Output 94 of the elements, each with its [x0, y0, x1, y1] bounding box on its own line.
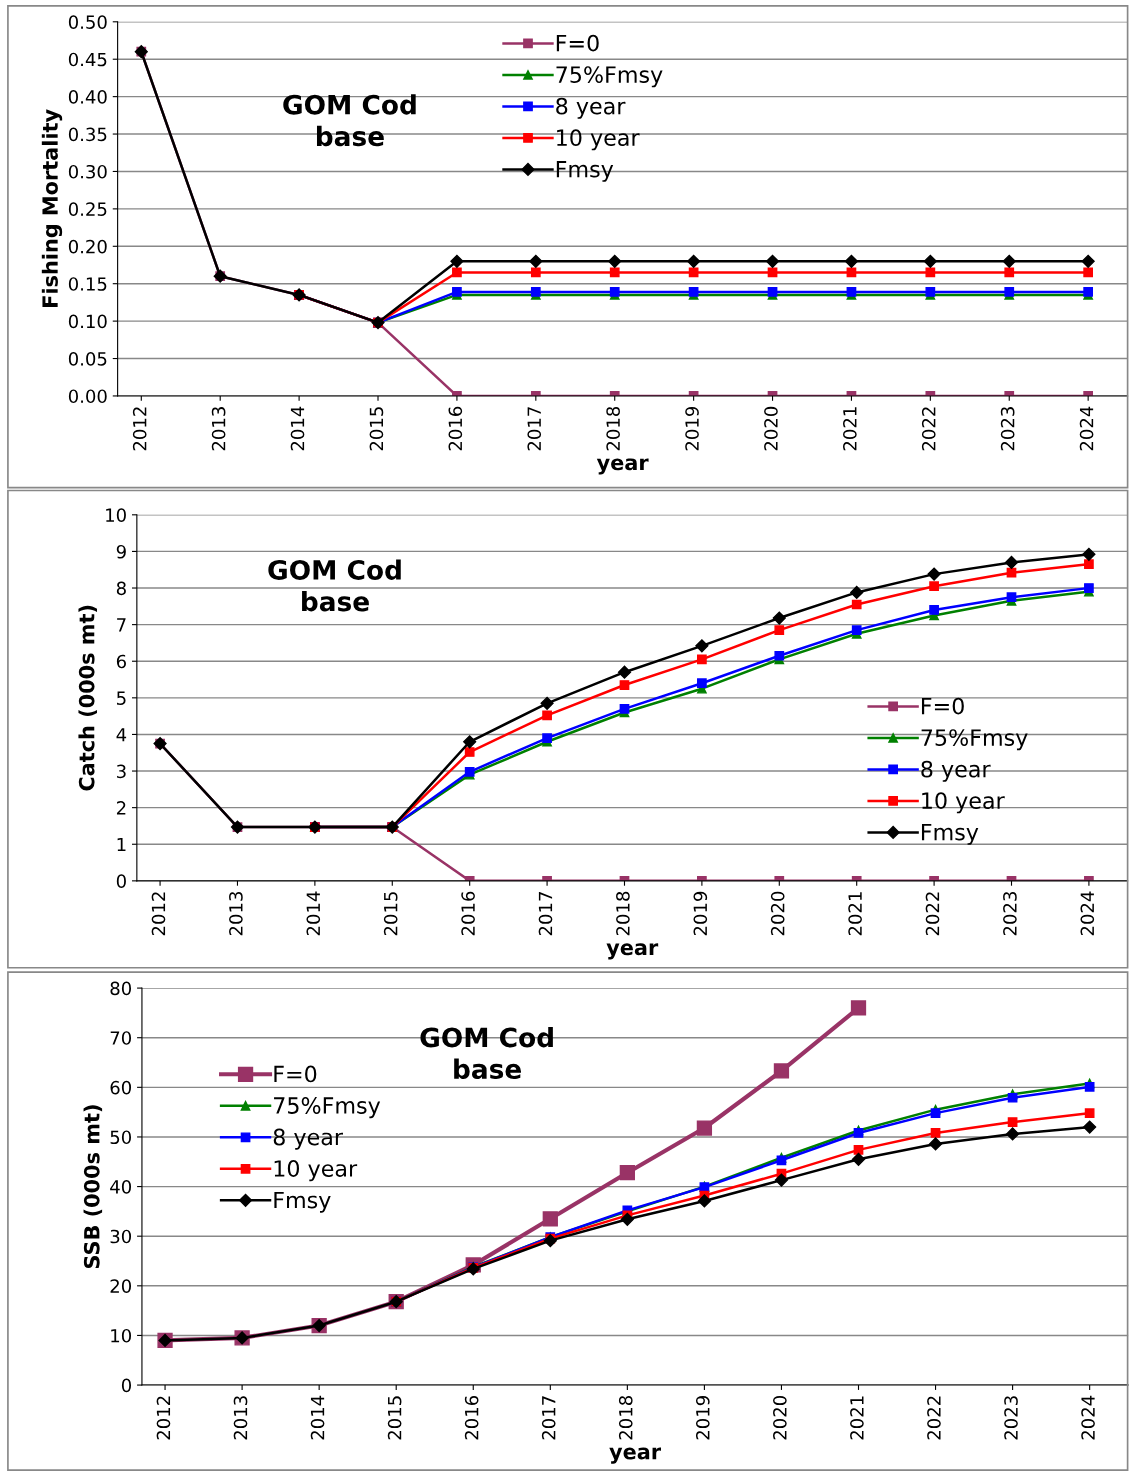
y-tick-label: 0.25 [68, 202, 107, 216]
x-tick-label: 2024 [1081, 1395, 1095, 1440]
x-tick-label: 2016 [448, 406, 463, 451]
x-tick-label: 2014 [310, 1395, 325, 1440]
y-axis-title: SSB (000s mt) [83, 1105, 103, 1269]
y-tick-label: 1 [117, 837, 126, 852]
y-tick-label: 10 [111, 1328, 132, 1343]
y-tick-label: 0.40 [68, 90, 107, 104]
y-tick-label: 0.00 [68, 389, 107, 404]
x-tick-label: 2024 [1080, 891, 1095, 936]
y-tick-label: 0.35 [68, 127, 107, 142]
x-tick-label: 2020 [770, 891, 785, 936]
legend-label: F=0 [921, 697, 964, 715]
annotation: GOM Cod base [268, 559, 401, 612]
y-tick-label: 0.30 [68, 164, 107, 179]
x-tick-label: 2014 [290, 406, 305, 451]
x-tick-label: 2018 [618, 1396, 633, 1440]
legend-label: Fmsy [921, 823, 979, 845]
y-tick-label: 3 [117, 764, 126, 779]
legend-label: 8 year [556, 97, 626, 119]
y-tick-label: 20 [110, 1279, 132, 1293]
legend-label: Fmsy [556, 161, 614, 182]
annotation: GOM Cod base [420, 1027, 553, 1080]
y-tick-label: 8 [116, 581, 126, 596]
legend-label: 75%Fmsy [556, 66, 663, 88]
x-tick-label: 2024 [1079, 406, 1094, 451]
legend-label: 75%Fmsy [921, 729, 1028, 751]
y-tick-label: 5 [117, 691, 126, 705]
x-tick-label: 2023 [1000, 407, 1015, 451]
x-tick-label: 2021 [848, 892, 862, 936]
y-tick-label: 2 [116, 801, 126, 815]
legend-label: 10 year [274, 1160, 358, 1182]
x-tick-label: 2019 [693, 891, 708, 936]
x-tick-label: 2020 [764, 406, 778, 451]
y-tick-label: 80 [110, 981, 132, 996]
x-tick-label: 2021 [843, 407, 857, 451]
y-tick-label: 10 [106, 508, 126, 522]
y-tick-label: 9 [116, 544, 126, 559]
legend-label: 10 year [922, 792, 1005, 814]
y-tick-label: 0 [121, 1378, 132, 1393]
x-tick-label: 2013 [211, 407, 226, 451]
legend-label: 8 year [921, 760, 991, 782]
y-tick-label: 50 [110, 1130, 132, 1145]
y-tick-label: 70 [110, 1031, 132, 1045]
x-tick-label: 2023 [1003, 892, 1017, 936]
x-tick-label: 2013 [233, 1396, 248, 1440]
legend-label: F=0 [556, 34, 599, 52]
legend-label: 10 year [557, 129, 640, 151]
x-tick-label: 2017 [538, 892, 553, 936]
x-tick-label: 2019 [685, 406, 699, 451]
x-tick-label: 2017 [541, 1396, 556, 1440]
x-tick-label: 2012 [156, 1396, 171, 1440]
x-axis-title: year [606, 943, 659, 960]
y-tick-label: 60 [110, 1080, 132, 1095]
x-tick-label: 2023 [1004, 1396, 1018, 1440]
y-axis-title: Catch (000s mt) [78, 605, 98, 791]
x-tick-label: 2015 [383, 892, 398, 936]
y-tick-label: 0.20 [68, 239, 107, 254]
y-tick-label: 0.15 [68, 277, 107, 291]
x-tick-label: 2014 [306, 891, 321, 936]
y-tick-label: 0.45 [68, 52, 107, 67]
y-tick-label: 0 [116, 874, 126, 888]
x-tick-label: 2015 [369, 407, 384, 451]
x-axis-title: year [609, 1447, 662, 1464]
x-tick-label: 2022 [921, 407, 936, 451]
x-tick-label: 2020 [773, 1395, 787, 1440]
x-tick-label: 2012 [132, 407, 147, 451]
y-tick-label: 40 [110, 1180, 132, 1194]
x-tick-label: 2019 [695, 1396, 710, 1440]
x-tick-label: 2016 [464, 1395, 479, 1440]
x-tick-label: 2021 [850, 1396, 864, 1440]
x-tick-label: 2018 [606, 406, 620, 451]
x-tick-label: 2017 [527, 407, 542, 451]
x-tick-label: 2015 [387, 1396, 402, 1440]
x-tick-label: 2018 [616, 891, 630, 936]
legend-label: Fmsy [274, 1191, 331, 1213]
y-tick-label: 0.10 [68, 314, 107, 329]
x-axis-title: year [596, 458, 649, 475]
y-tick-label: 30 [110, 1229, 132, 1244]
x-tick-label: 2013 [229, 892, 243, 936]
x-tick-label: 2022 [925, 892, 940, 936]
y-tick-label: 0.50 [68, 15, 107, 29]
annotation: GOM Cod base [283, 94, 416, 147]
y-tick-label: 0.05 [68, 351, 107, 366]
x-tick-label: 2012 [151, 892, 166, 936]
legend-label: F=0 [274, 1065, 317, 1083]
legend-label: 75%Fmsy [274, 1097, 381, 1119]
y-tick-label: 4 [116, 728, 127, 742]
x-tick-label: 2016 [461, 891, 475, 936]
x-tick-label: 2022 [927, 1396, 941, 1440]
y-axis-title: Fishing Mortality [41, 109, 63, 307]
y-tick-label: 6 [116, 654, 126, 669]
legend-label: 8 year [273, 1128, 343, 1150]
y-tick-label: 7 [117, 618, 126, 632]
